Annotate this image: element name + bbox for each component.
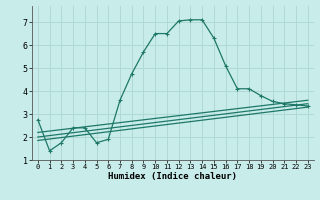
X-axis label: Humidex (Indice chaleur): Humidex (Indice chaleur) (108, 172, 237, 181)
